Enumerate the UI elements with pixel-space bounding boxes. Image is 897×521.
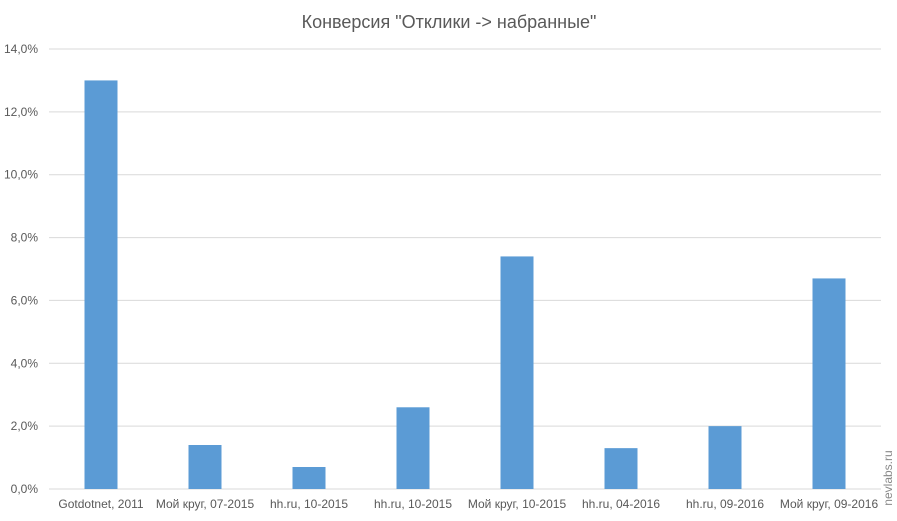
- y-tick-label: 4,0%: [11, 356, 39, 370]
- x-tick-label: hh.ru, 04-2016: [582, 497, 660, 511]
- x-tick-label: hh.ru, 09-2016: [686, 497, 764, 511]
- y-tick-label: 14,0%: [4, 42, 38, 56]
- bar: [396, 407, 430, 489]
- y-axis-tick-labels: 0,0% 2,0% 4,0% 6,0% 8,0% 10,0% 12,0% 14,0%: [4, 42, 38, 496]
- chart-title: Конверсия "Отклики -> набранные": [302, 12, 597, 32]
- x-tick-label: Мой круг, 07-2015: [156, 497, 255, 511]
- bar: [708, 426, 742, 489]
- x-tick-label: hh.ru, 10-2015: [374, 497, 452, 511]
- bars: [84, 80, 846, 489]
- bar: [604, 448, 638, 489]
- y-tick-label: 10,0%: [4, 168, 38, 182]
- gridlines: [49, 48, 881, 490]
- x-tick-label: Gotdotnet, 2011: [58, 497, 144, 511]
- x-tick-label: Мой круг, 10-2015: [468, 497, 567, 511]
- watermark-text: nevlabs.ru: [881, 450, 895, 505]
- x-axis-tick-labels: Gotdotnet, 2011 Мой круг, 07-2015 hh.ru, 1…: [58, 497, 878, 511]
- y-tick-label: 6,0%: [11, 293, 39, 307]
- bar: [188, 445, 222, 489]
- y-tick-label: 8,0%: [11, 231, 39, 245]
- bar: [812, 278, 846, 489]
- y-tick-label: 2,0%: [11, 419, 39, 433]
- x-tick-label: Мой круг, 09-2016: [780, 497, 879, 511]
- x-tick-label: hh.ru, 10-2015: [270, 497, 348, 511]
- bar: [84, 80, 118, 489]
- bar: [292, 467, 326, 489]
- bar: [500, 256, 534, 489]
- y-tick-label: 12,0%: [4, 105, 38, 119]
- y-tick-label: 0,0%: [11, 482, 39, 496]
